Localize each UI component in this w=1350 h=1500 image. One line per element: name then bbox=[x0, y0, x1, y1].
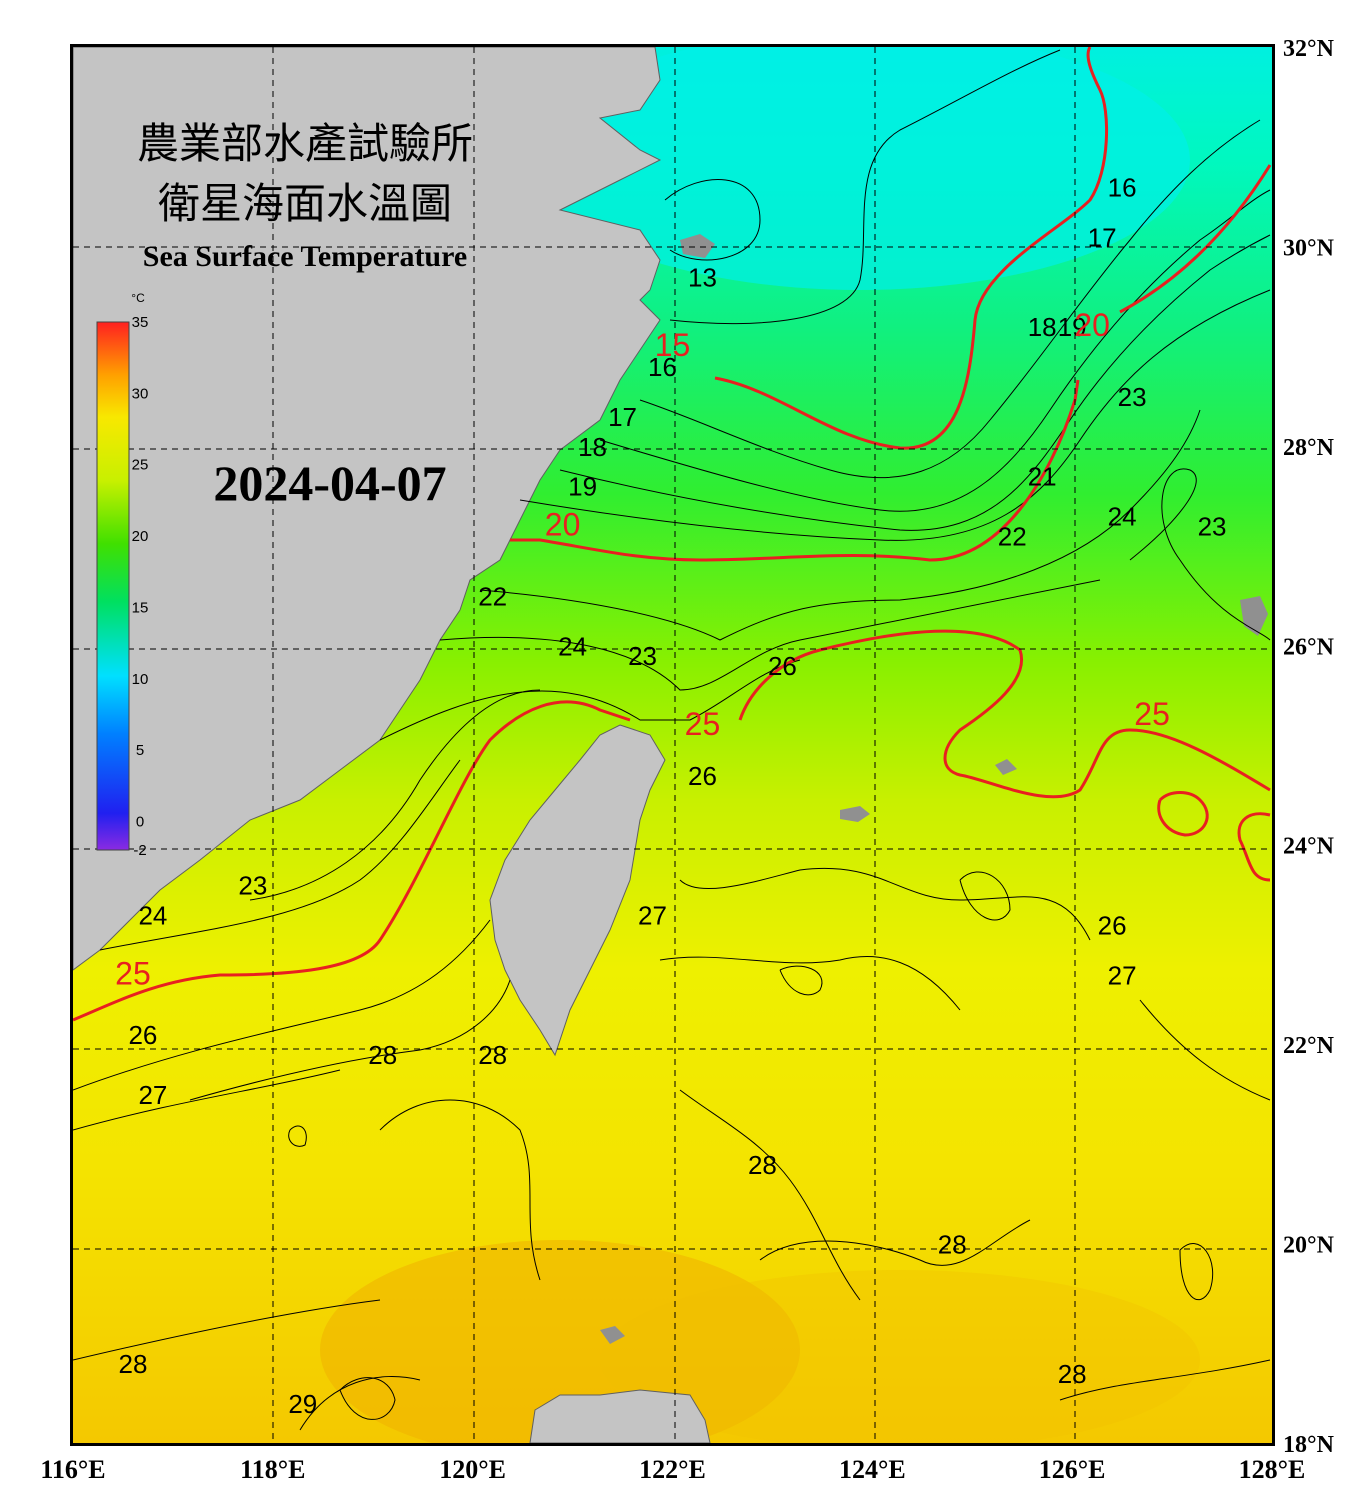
longitude-label: 128°E bbox=[1239, 1455, 1306, 1484]
colorbar-tick-label: 25 bbox=[132, 457, 149, 474]
latitude-label: 28°N bbox=[1283, 435, 1335, 461]
island bbox=[680, 234, 715, 258]
contour-label: 13 bbox=[688, 262, 717, 292]
latitude-label: 22°N bbox=[1283, 1033, 1335, 1059]
graticule bbox=[73, 47, 1272, 1443]
longitude-label: 126°E bbox=[1039, 1455, 1106, 1484]
black-contours bbox=[73, 49, 1271, 1431]
contour-label-highlight: 20 bbox=[545, 507, 581, 543]
contour-label: 27 bbox=[638, 900, 667, 930]
latitude-label: 20°N bbox=[1283, 1233, 1335, 1259]
contour-label-highlight: 15 bbox=[655, 327, 691, 363]
contour-label: 22 bbox=[478, 581, 507, 611]
contour-label: 28 bbox=[478, 1040, 507, 1070]
island bbox=[995, 759, 1017, 775]
contour-label: 29 bbox=[288, 1389, 317, 1419]
mainland-china bbox=[73, 47, 662, 971]
contour-label: 18 bbox=[578, 432, 607, 462]
contour-label-highlight: 25 bbox=[685, 706, 721, 742]
colorbar-unit: °C bbox=[131, 291, 145, 305]
luzon-island bbox=[529, 1389, 711, 1443]
title-line2: 衛星海面水溫圖 bbox=[158, 179, 452, 228]
longitude-label: 122°E bbox=[639, 1455, 706, 1484]
island bbox=[600, 1326, 625, 1344]
colorbar-tick-label: 5 bbox=[136, 742, 144, 759]
longitude-label: 116°E bbox=[40, 1455, 105, 1484]
colorbar-tick-label: 15 bbox=[132, 599, 149, 616]
contour-label: 26 bbox=[688, 761, 717, 791]
latitude-label: 30°N bbox=[1283, 235, 1335, 261]
contour-label: 19 bbox=[1058, 312, 1087, 342]
latitude-label: 26°N bbox=[1283, 634, 1335, 660]
contour-label: 26 bbox=[1098, 910, 1127, 940]
contour-label: 16 bbox=[1108, 173, 1137, 203]
contour-label: 18 bbox=[1028, 312, 1057, 342]
contour-label: 24 bbox=[138, 900, 167, 930]
contour-label: 24 bbox=[558, 631, 587, 661]
contour-label: 26 bbox=[128, 1020, 157, 1050]
colorbar-tick-label: 20 bbox=[132, 528, 149, 545]
contour-label: 17 bbox=[608, 402, 637, 432]
colorbar-tick-label: 30 bbox=[132, 385, 149, 402]
contour-label: 28 bbox=[368, 1040, 397, 1070]
contour-label: 17 bbox=[1088, 222, 1117, 252]
latitude-labels: 32°N 30°N 28°N 26°N 24°N 22°N 20°N 18°N bbox=[1283, 36, 1335, 1458]
contour-label: 16 bbox=[648, 352, 677, 382]
colorbar-tick-label: 35 bbox=[132, 314, 149, 331]
contour-label: 28 bbox=[1058, 1359, 1087, 1389]
date-label: 2024-04-07 bbox=[213, 455, 446, 511]
contour-label: 27 bbox=[1108, 960, 1137, 990]
longitude-label: 120°E bbox=[439, 1455, 506, 1484]
warm-water-patch bbox=[320, 1240, 800, 1443]
contour-label: 21 bbox=[1028, 462, 1057, 492]
contour-label: 28 bbox=[748, 1150, 777, 1180]
latitude-label: 18°N bbox=[1283, 1432, 1335, 1458]
longitude-labels: 116°E 118°E 120°E 122°E 124°E 126°E 128°E bbox=[40, 1455, 1305, 1484]
colorbar: °C 35 30 25 20 15 10 5 0 -2 bbox=[96, 291, 149, 859]
contour-label: 23 bbox=[238, 871, 267, 901]
contour-label: 22 bbox=[998, 522, 1027, 552]
colorbar-ticks: 35 30 25 20 15 10 5 0 -2 bbox=[132, 314, 149, 859]
island bbox=[840, 806, 870, 822]
contour-label-highlight: 25 bbox=[115, 955, 151, 991]
red-contours bbox=[73, 47, 1272, 1022]
contour-label: 19 bbox=[568, 472, 597, 502]
warm-water-patch bbox=[600, 1270, 1200, 1443]
contour-label: 28 bbox=[938, 1230, 967, 1260]
longitude-label: 124°E bbox=[839, 1455, 906, 1484]
taiwan-island bbox=[489, 724, 666, 1057]
latitude-label: 32°N bbox=[1283, 36, 1335, 62]
contour-label: 23 bbox=[1198, 512, 1227, 542]
colorbar-tick-label: 10 bbox=[132, 671, 149, 688]
contour-label: 27 bbox=[138, 1080, 167, 1110]
latitude-label: 24°N bbox=[1283, 834, 1335, 860]
contour-label: 28 bbox=[118, 1349, 147, 1379]
cold-water-patch bbox=[530, 47, 1190, 290]
contour-label: 23 bbox=[1118, 382, 1147, 412]
longitude-label: 118°E bbox=[240, 1455, 305, 1484]
contour-label: 26 bbox=[768, 651, 797, 681]
contour-label-highlight: 25 bbox=[1134, 696, 1170, 732]
colorbar-gradient bbox=[96, 321, 130, 851]
contour-label: 23 bbox=[628, 641, 657, 671]
contour-label-highlight: 20 bbox=[1074, 307, 1110, 343]
title-line1: 農業部水產試驗所 bbox=[137, 119, 473, 168]
title-english: Sea Surface Temperature bbox=[143, 240, 467, 273]
colorbar-tick-label: 0 bbox=[136, 813, 144, 830]
contour-label: 24 bbox=[1108, 502, 1137, 532]
colorbar-tick-label: -2 bbox=[133, 842, 146, 859]
